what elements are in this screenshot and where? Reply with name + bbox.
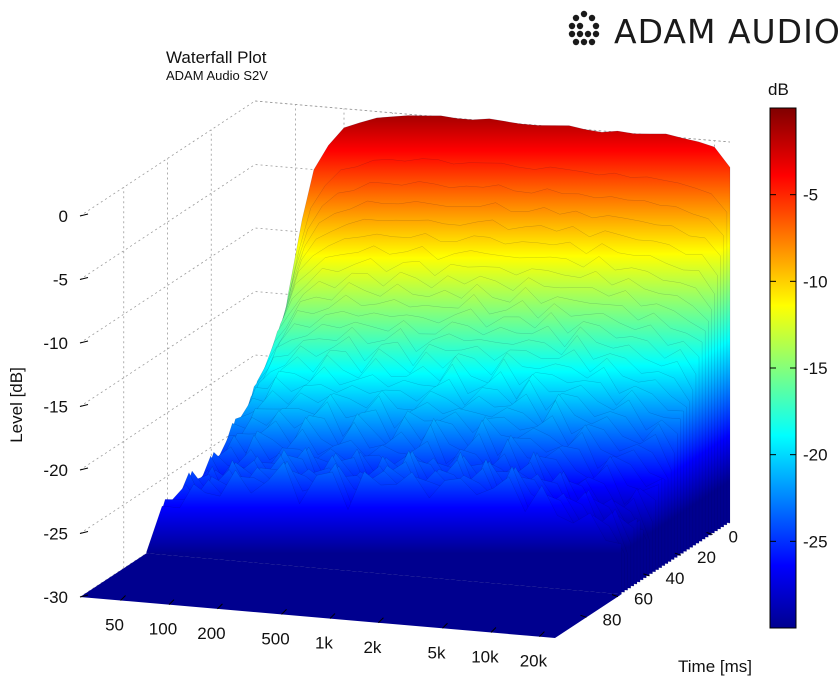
x-tick-label: 100 [149,620,177,639]
z-tick-label: -5 [53,271,68,290]
x-tick-mark [217,603,223,610]
surface-slice [146,461,622,595]
logo-dot [572,14,580,22]
logo-dot [572,38,580,46]
x-tick-label: 1k [315,634,333,653]
chart-subtitle: ADAM Audio S2V [166,68,268,83]
x-tick-mark [442,622,448,629]
floor-surface [80,553,622,638]
y-tick-mark [643,573,650,577]
waterfall-surface [146,115,731,595]
z-tick-label: -15 [43,398,68,417]
chart-title: Waterfall Plot [166,48,267,67]
y-axis-ticks: 0 20 40 60 80 [580,528,738,629]
z-tick-label: -25 [43,525,68,544]
logo-dot [592,30,600,38]
logo-dot [568,30,576,38]
brand-logo: ADAM AUDIO [568,10,840,51]
colorbar-label: dB [768,80,789,99]
logo-dot [576,30,584,38]
z-tick-mark [79,213,89,217]
y-tick-label: 40 [666,569,685,588]
z-tick-mark [79,531,89,534]
logo-dot [576,22,584,30]
dotted-g-logo-icon [568,10,600,46]
x-tick-mark [120,595,126,601]
z-tick-label: -20 [43,461,68,480]
x-tick-mark [329,613,336,619]
z-tick-mark [79,277,89,280]
z-tick-label: -30 [43,588,68,607]
colorbar-tick-label: -20 [803,446,828,465]
logo-dot [588,14,596,22]
z-tick-mark [79,594,89,598]
logo-dot [588,38,596,46]
x-axis-ticks: 50 100 200 500 1k 2k 5k 10k 20k [105,595,548,671]
y-tick-mark [611,594,619,598]
x-tick-mark [490,627,497,633]
z-tick-mark [79,467,89,471]
x-tick-label: 2k [363,638,381,657]
brand-name: ADAM AUDIO [614,12,840,51]
colorbar-tick-label: -5 [803,186,818,205]
x-tick-mark [281,609,287,615]
y-tick-mark [674,552,682,556]
x-tick-label: 5k [427,643,445,662]
logo-dot [580,38,588,46]
y-tick-mark [580,614,587,618]
y-tick-label: 80 [603,610,622,629]
z-tick-label: -10 [43,334,68,353]
x-tick-label: 10k [471,647,499,666]
z-tick-label: 0 [59,207,68,226]
z-axis-label: Level [dB] [7,367,26,443]
y-tick-label: 20 [697,548,716,567]
x-tick-label: 500 [261,629,289,648]
logo-dot [584,30,592,38]
y-tick-label: 60 [634,590,653,609]
colorbar-tick-label: -25 [803,532,828,551]
z-tick-mark [79,404,89,407]
z-tick-mark [79,340,89,344]
y-tick-mark [706,532,713,535]
colorbar-ticks: -5 -10 -15 -20 -25 [770,186,828,551]
logo-dot [568,22,576,30]
y-tick-label: 0 [729,528,738,547]
logo-dot [580,10,588,18]
x-tick-label: 20k [520,652,548,671]
x-tick-mark [378,617,384,624]
y-axis-label: Time [ms] [678,657,752,676]
x-tick-label: 50 [105,615,124,634]
x-tick-mark [539,631,545,638]
floor-plane [80,553,622,638]
x-tick-label: 200 [197,624,225,643]
x-tick-mark [168,599,175,606]
logo-dot [592,22,600,30]
colorbar-tick-label: -15 [803,359,828,378]
colorbar-tick-label: -10 [803,272,828,291]
z-axis-ticks: 0 -5 -10 -15 -20 -25 -30 [43,207,89,607]
